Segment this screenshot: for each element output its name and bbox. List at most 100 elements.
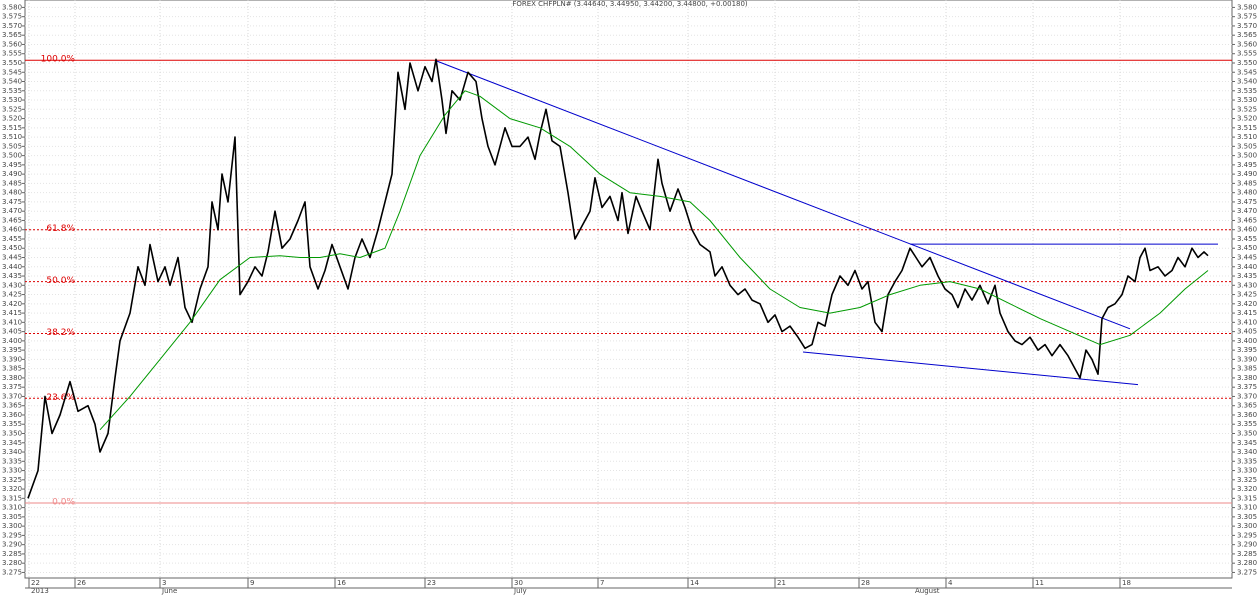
y-tick-label: 3.415 [2, 309, 22, 317]
y-tick-label: 3.495 [2, 161, 22, 169]
fib-label: 50.0% [46, 276, 75, 286]
y-tick-label: 3.360 [2, 411, 22, 419]
y-tick-label: 3.525 [2, 105, 22, 113]
y-tick-label: 3.455 [1237, 235, 1257, 243]
y-tick-label: 3.545 [2, 68, 22, 76]
x-tick-label: 9 [250, 579, 254, 587]
y-tick-label: 3.300 [1237, 522, 1257, 530]
y-tick-label: 3.350 [2, 430, 22, 438]
y-tick-label: 3.550 [2, 59, 22, 67]
y-tick-label: 3.410 [1237, 318, 1257, 326]
y-tick-label: 3.390 [2, 355, 22, 363]
y-tick-label: 3.565 [2, 31, 22, 39]
fib-label: 61.8% [46, 224, 75, 234]
y-tick-label: 3.365 [1237, 402, 1257, 410]
fib-label: 38.2% [46, 328, 75, 338]
y-tick-label: 3.530 [2, 96, 22, 104]
y-tick-label: 3.370 [1237, 392, 1257, 400]
y-tick-label: 3.290 [2, 541, 22, 549]
y-tick-label: 3.400 [1237, 337, 1257, 345]
y-tick-label: 3.500 [1237, 152, 1257, 160]
x-tick-label: 26 [77, 579, 86, 587]
fib-label: 100.0% [41, 55, 76, 65]
y-tick-label: 3.530 [1237, 96, 1257, 104]
y-tick-label: 3.545 [1237, 68, 1257, 76]
y-tick-label: 3.485 [2, 179, 22, 187]
y-tick-label: 3.330 [2, 467, 22, 475]
x-tick-label: 7 [600, 579, 604, 587]
y-tick-label: 3.580 [1237, 3, 1257, 11]
y-tick-label: 3.280 [2, 559, 22, 567]
y-tick-label: 3.535 [1237, 87, 1257, 95]
month-label: August [915, 587, 940, 595]
y-tick-label: 3.520 [1237, 115, 1257, 123]
y-tick-label: 3.345 [1237, 439, 1257, 447]
y-tick-label: 3.280 [1237, 559, 1257, 567]
y-tick-label: 3.480 [2, 189, 22, 197]
y-tick-label: 3.445 [2, 254, 22, 262]
y-tick-label: 3.335 [2, 457, 22, 465]
y-tick-label: 3.295 [2, 531, 22, 539]
y-tick-label: 3.375 [2, 383, 22, 391]
y-tick-label: 3.405 [1237, 328, 1257, 336]
y-tick-label: 3.415 [1237, 309, 1257, 317]
x-tick-label: 28 [861, 579, 870, 587]
y-tick-label: 3.275 [2, 568, 22, 576]
price-line [99, 90, 1209, 431]
y-tick-label: 3.430 [2, 281, 22, 289]
y-tick-label: 3.385 [2, 365, 22, 373]
trendline [802, 351, 1139, 386]
y-tick-label: 3.495 [1237, 161, 1257, 169]
y-tick-label: 3.310 [1237, 504, 1257, 512]
y-tick-label: 3.370 [2, 392, 22, 400]
y-tick-label: 3.365 [2, 402, 22, 410]
y-tick-label: 3.525 [1237, 105, 1257, 113]
y-tick-label: 3.565 [1237, 31, 1257, 39]
price-line [27, 58, 1209, 499]
y-tick-label: 3.315 [2, 494, 22, 502]
x-tick-label: 22 [31, 579, 40, 587]
y-tick-label: 3.555 [2, 50, 22, 58]
x-tick-label: 16 [337, 579, 346, 587]
y-tick-label: 3.290 [1237, 541, 1257, 549]
y-tick-label: 3.550 [1237, 59, 1257, 67]
y-tick-label: 3.400 [2, 337, 22, 345]
y-tick-label: 3.325 [2, 476, 22, 484]
y-tick-label: 3.460 [1237, 226, 1257, 234]
x-tick-label: 21 [777, 579, 786, 587]
y-tick-label: 3.465 [2, 216, 22, 224]
y-tick-label: 3.470 [2, 207, 22, 215]
y-tick-label: 3.570 [2, 22, 22, 30]
x-tick-label: 30 [514, 579, 523, 587]
y-tick-label: 3.440 [2, 263, 22, 271]
y-tick-label: 3.355 [2, 420, 22, 428]
y-tick-label: 3.470 [1237, 207, 1257, 215]
y-tick-label: 3.435 [2, 272, 22, 280]
y-tick-label: 3.440 [1237, 263, 1257, 271]
y-tick-label: 3.315 [1237, 494, 1257, 502]
month-label: July [513, 587, 527, 595]
y-tick-label: 3.420 [1237, 300, 1257, 308]
x-tick-label: 4 [948, 579, 953, 587]
y-tick-label: 3.395 [2, 346, 22, 354]
y-tick-label: 3.350 [1237, 430, 1257, 438]
y-tick-label: 3.375 [1237, 383, 1257, 391]
y-tick-label: 3.455 [2, 235, 22, 243]
y-tick-label: 3.360 [1237, 411, 1257, 419]
y-tick-label: 3.515 [2, 124, 22, 132]
y-tick-label: 3.555 [1237, 50, 1257, 58]
y-tick-label: 3.330 [1237, 467, 1257, 475]
y-tick-label: 3.485 [1237, 179, 1257, 187]
y-tick-label: 3.510 [2, 133, 22, 141]
y-tick-label: 3.380 [2, 374, 22, 382]
y-tick-label: 3.560 [2, 40, 22, 48]
y-tick-label: 3.515 [1237, 124, 1257, 132]
y-tick-label: 3.285 [1237, 550, 1257, 558]
fib-label: 0.0% [52, 497, 75, 507]
y-tick-label: 3.580 [2, 3, 22, 11]
month-label: June [161, 587, 177, 595]
y-tick-label: 3.340 [2, 448, 22, 456]
y-tick-label: 3.560 [1237, 40, 1257, 48]
y-tick-label: 3.320 [1237, 485, 1257, 493]
